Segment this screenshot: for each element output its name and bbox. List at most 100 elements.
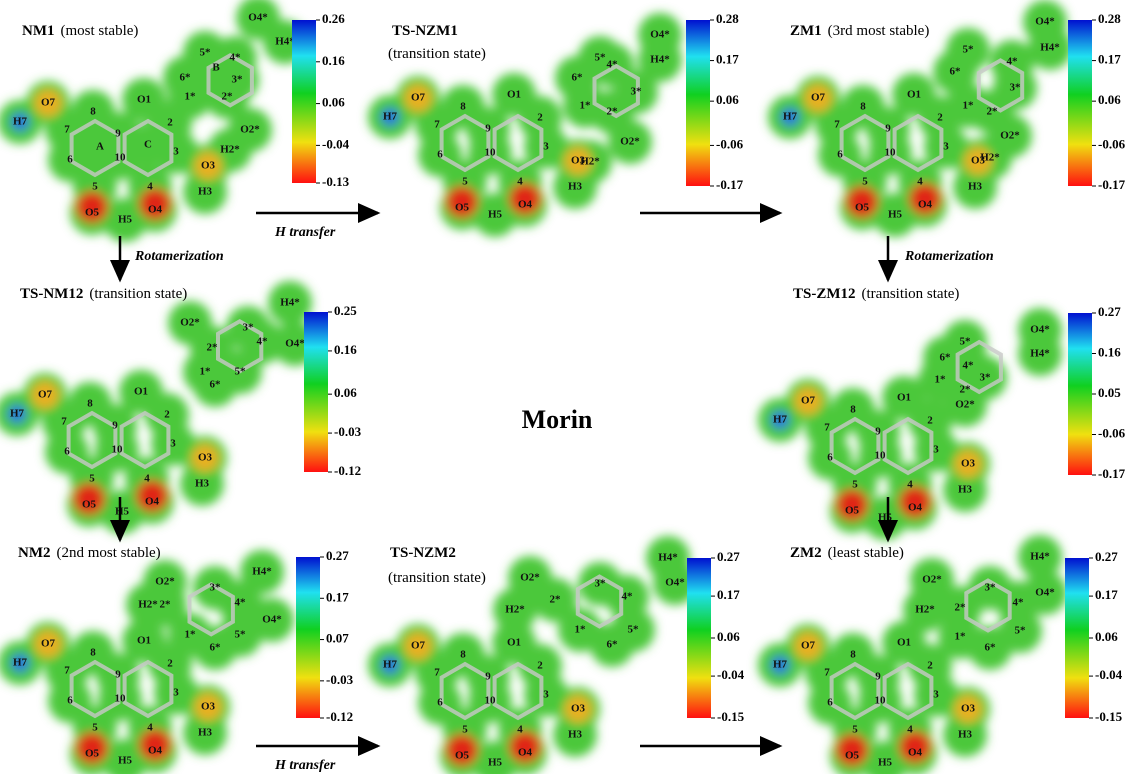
atom-label: 8 bbox=[850, 404, 856, 416]
atom-label: 6* bbox=[210, 379, 222, 391]
color-bar bbox=[687, 558, 711, 718]
atom-label: O4 bbox=[145, 496, 160, 508]
atom-label: 3 bbox=[173, 146, 179, 158]
atom-label: O2* bbox=[180, 317, 200, 329]
scale-label: 0.27 bbox=[1095, 549, 1118, 564]
atom-label: H4* bbox=[252, 566, 272, 578]
atom-label: O1 bbox=[907, 89, 921, 101]
scale-label: 0.06 bbox=[716, 92, 739, 107]
atom-label: 5* bbox=[1015, 625, 1027, 637]
scale-label: 0.06 bbox=[1098, 92, 1121, 107]
atom-label: 6* bbox=[940, 352, 952, 364]
atom-label: 4* bbox=[1007, 56, 1019, 68]
scale-label: 0.16 bbox=[334, 342, 357, 357]
figure: O7H7879O16105423O5H5O4O3H31*2*3*4*5*6*O2… bbox=[0, 0, 1134, 774]
atom-label: 3* bbox=[210, 582, 222, 594]
scale-label: -0.17 bbox=[1098, 466, 1126, 481]
atom-label: 6 bbox=[827, 697, 833, 709]
atom-label: 2* bbox=[160, 599, 172, 611]
atom-label: 9 bbox=[875, 671, 881, 683]
atom-label: O7 bbox=[411, 640, 426, 652]
scale-label: -0.15 bbox=[717, 709, 745, 724]
atom-label: O4* bbox=[650, 29, 670, 41]
atom-label: O3 bbox=[571, 703, 586, 715]
atom-label: O4 bbox=[518, 199, 533, 211]
arrow-label: Rotamerization bbox=[904, 249, 994, 264]
atom-label: 9 bbox=[485, 123, 491, 135]
atom-label: O1 bbox=[134, 386, 148, 398]
atom-label: H5 bbox=[115, 506, 130, 518]
atom-label: O4* bbox=[1030, 324, 1050, 336]
panel-title: NM1(most stable) bbox=[22, 23, 138, 39]
atom-label: O3 bbox=[201, 701, 216, 713]
atom-label: H7 bbox=[383, 659, 398, 671]
atom-label: H3 bbox=[958, 729, 973, 741]
panel-note: (transition state) bbox=[388, 46, 486, 62]
atom-label: H4* bbox=[650, 54, 670, 66]
scale-label: 0.06 bbox=[322, 95, 345, 110]
panel-title: ZM2(least stable) bbox=[790, 545, 904, 561]
atom-label: 6* bbox=[607, 639, 619, 651]
atom-label: 3 bbox=[170, 438, 176, 450]
atom-label: 2* bbox=[222, 91, 234, 103]
scale-label: 0.06 bbox=[334, 385, 357, 400]
atom-label: O2* bbox=[520, 572, 540, 584]
atom-label: 3 bbox=[943, 141, 949, 153]
atom-label: 2* bbox=[550, 594, 562, 606]
atom-label: 4 bbox=[917, 176, 923, 188]
atom-label: O5 bbox=[455, 202, 470, 214]
atom-label: H5 bbox=[878, 512, 893, 524]
atom-label: O5 bbox=[455, 750, 470, 762]
atom-label: 3* bbox=[243, 322, 255, 334]
atom-label: H4* bbox=[1040, 42, 1060, 54]
atom-label: H7 bbox=[773, 659, 788, 671]
scale-label: -0.12 bbox=[334, 463, 361, 478]
atom-label: O4 bbox=[918, 199, 933, 211]
atom-label: 9 bbox=[112, 420, 118, 432]
atom-label: 9 bbox=[115, 669, 121, 681]
scale-label: 0.06 bbox=[1095, 629, 1118, 644]
atom-label: O1 bbox=[507, 637, 521, 649]
atom-label: O4* bbox=[248, 12, 268, 24]
atom-label: H3 bbox=[198, 186, 213, 198]
atom-label: 4 bbox=[147, 181, 153, 193]
atom-label: O5 bbox=[85, 207, 100, 219]
atom-label: O4* bbox=[1035, 16, 1055, 28]
atom-label: 5* bbox=[200, 47, 212, 59]
atom-label: 4* bbox=[257, 336, 269, 348]
atom-label: H3 bbox=[568, 729, 583, 741]
atom-label: 5 bbox=[852, 479, 858, 491]
scale-label: -0.06 bbox=[1098, 136, 1126, 151]
atom-label: 2* bbox=[987, 106, 999, 118]
atom-label: 10 bbox=[485, 695, 497, 707]
atom-label: 2* bbox=[955, 602, 967, 614]
atom-label: 10 bbox=[875, 450, 887, 462]
atom-label: 8 bbox=[87, 398, 93, 410]
atom-label: 4* bbox=[607, 59, 619, 71]
atom-label: 4* bbox=[230, 52, 242, 64]
atom-label: 4* bbox=[235, 597, 247, 609]
panel-note: (transition state) bbox=[862, 286, 960, 302]
atom-label: 4* bbox=[963, 360, 975, 372]
atom-label: O4* bbox=[262, 614, 282, 626]
atom-label: 3* bbox=[985, 582, 997, 594]
atom-label: H3 bbox=[568, 181, 583, 193]
atom-label: 6 bbox=[67, 695, 73, 707]
scale-label: -0.04 bbox=[1095, 667, 1123, 682]
atom-label: 6* bbox=[210, 642, 222, 654]
atom-label: 1* bbox=[955, 631, 967, 643]
panel-title: TS-NM12(transition state) bbox=[20, 286, 187, 302]
scale-label: 0.17 bbox=[717, 587, 740, 602]
atom-label: H2* bbox=[138, 599, 158, 611]
atom-label: O5 bbox=[845, 505, 860, 517]
atom-label: 5* bbox=[960, 336, 972, 348]
atom-label: 10 bbox=[112, 444, 124, 456]
atom-label: 2 bbox=[164, 409, 170, 421]
atom-label: 4 bbox=[147, 722, 153, 734]
atom-label: H7 bbox=[13, 657, 28, 669]
color-bar bbox=[1065, 558, 1089, 718]
atom-label: H5 bbox=[878, 757, 893, 769]
atom-label: H4* bbox=[1030, 551, 1050, 563]
atom-label: O1 bbox=[897, 637, 911, 649]
scale-label: 0.27 bbox=[326, 548, 349, 563]
